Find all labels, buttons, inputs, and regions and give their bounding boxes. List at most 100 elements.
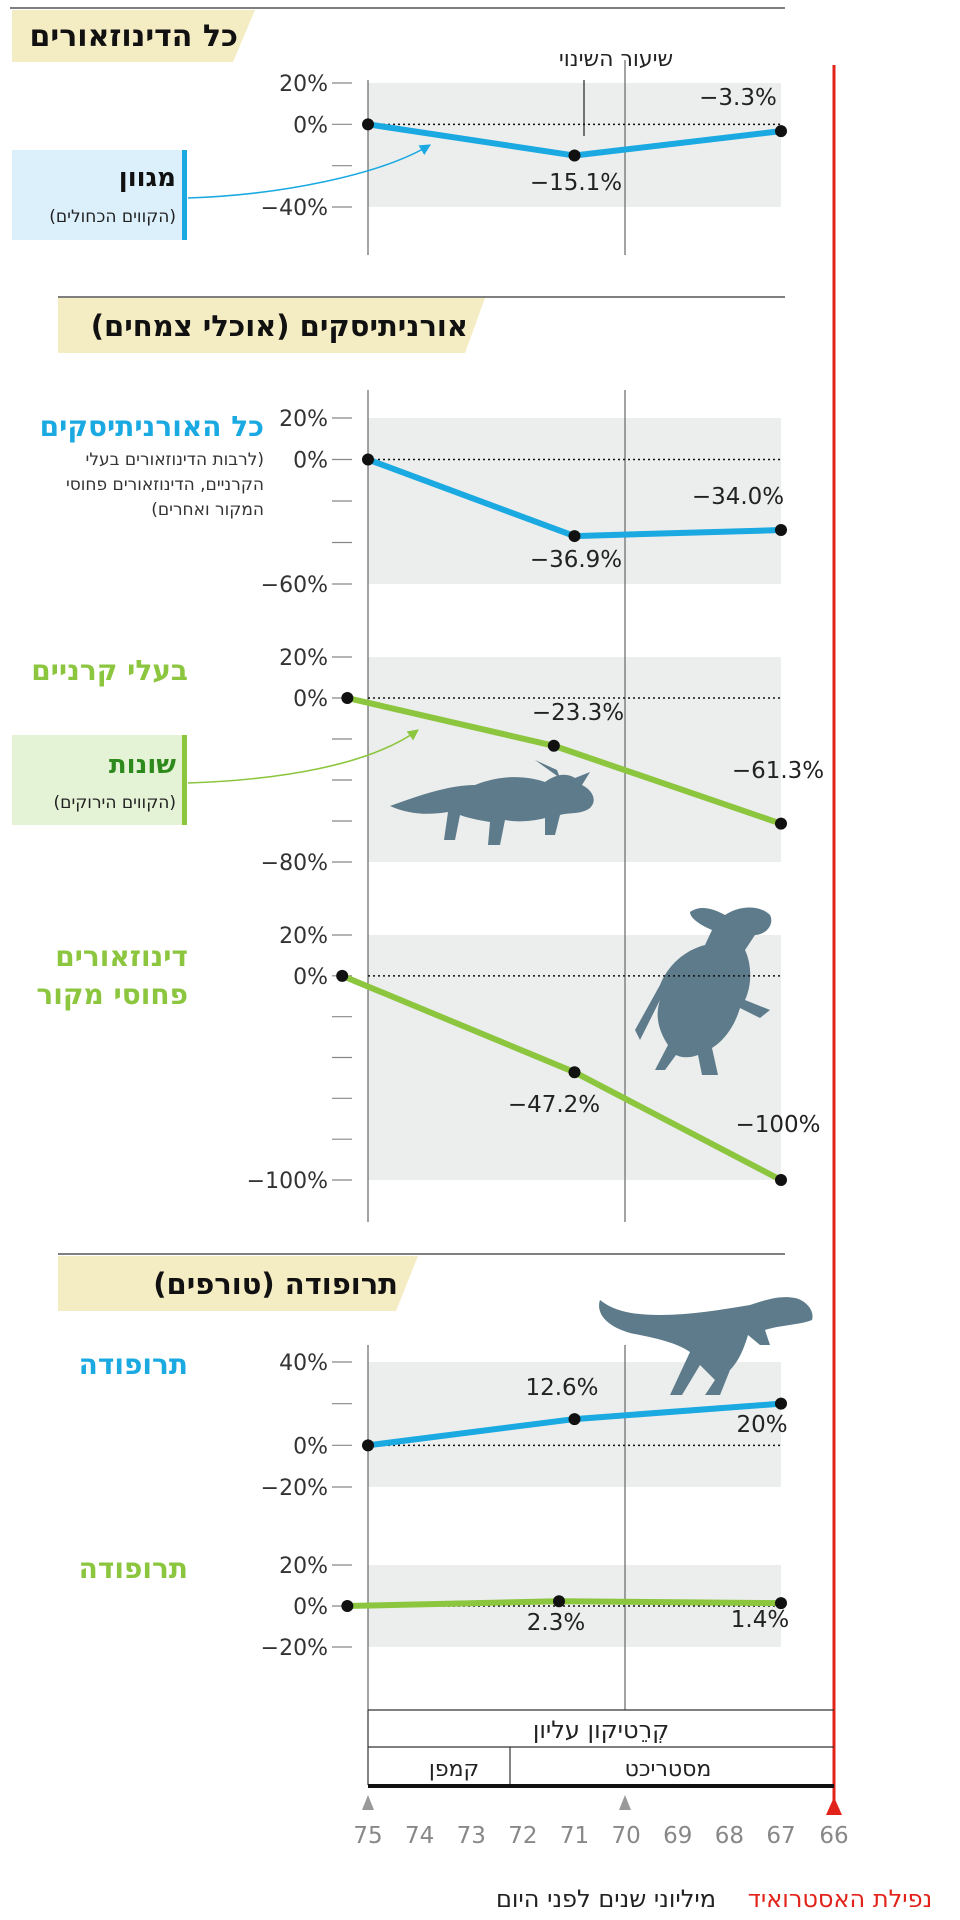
section-header-bg: [58, 298, 485, 353]
panel-label-theropods-green: תרופודה: [79, 1552, 188, 1585]
y-tick-label: 20%: [279, 1554, 328, 1579]
x-tick-label: 66: [819, 1823, 848, 1849]
y-tick-label: 0%: [293, 1434, 328, 1459]
panel-label-hadrosaurs-1: דינוזאורים: [55, 940, 188, 973]
legend-diversity-box: [12, 150, 184, 240]
chart-data-labels: −15.1% −3.3% −36.9% −34.0% −23.3% −61.3% −47.2…: [508, 85, 824, 1636]
data-label: −3.3%: [699, 85, 777, 111]
panel-note-line2: הקרניים, הדינוזאורים פחוסי: [66, 475, 264, 495]
legend-diversity-sub: (הקווים הכחולים): [49, 207, 176, 227]
data-point: [775, 817, 787, 830]
chart-band: [368, 657, 781, 862]
y-tick-label: 40%: [279, 1351, 328, 1376]
asteroid-marker-icon: [826, 1797, 842, 1815]
data-point: [775, 1597, 787, 1610]
legend-diversity-title: מגוון: [119, 163, 176, 193]
section-title-all: כל הדינוזאורים: [30, 19, 239, 54]
y-tick-label: 0%: [293, 449, 328, 474]
data-point: [775, 125, 787, 138]
legend-disparity-title: שונות: [109, 750, 176, 780]
y-tick-label: 0%: [293, 1595, 328, 1620]
panel-label-ceratopsians: בעלי קרניים: [31, 654, 188, 687]
x-tick-label: 75: [353, 1823, 382, 1849]
panel-note-line3: המקור ואחרים): [151, 500, 264, 520]
chart-band: [368, 83, 781, 207]
triceratops-icon: [390, 760, 594, 845]
panel-label-theropods-blue: תרופודה: [79, 1348, 188, 1381]
data-point: [341, 692, 354, 704]
parasaurolophus-icon: [635, 907, 772, 1075]
data-point: [568, 530, 581, 543]
data-point: [775, 524, 787, 537]
stage-maastrichtian: מסטריכט: [625, 1757, 712, 1782]
data-point: [362, 118, 374, 131]
x-tick-label: 67: [766, 1823, 795, 1849]
data-point: [553, 1595, 566, 1608]
data-label: −36.9%: [530, 547, 622, 573]
y-tick-label: 20%: [279, 407, 328, 432]
x-tick-label: 68: [715, 1823, 744, 1849]
legend-disparity-box: [12, 735, 184, 825]
y-tick-label: 20%: [279, 72, 328, 97]
y-tick-label: −100%: [247, 1169, 328, 1194]
chart-band: [368, 418, 781, 584]
data-point: [336, 969, 349, 982]
y-tick-label: 0%: [293, 965, 328, 990]
data-point: [568, 149, 581, 162]
theropod-icon: [599, 1297, 813, 1395]
y-tick-label: 0%: [293, 687, 328, 712]
x-tick-label: 70: [611, 1823, 640, 1849]
data-point: [362, 453, 374, 466]
data-label: 1.4%: [731, 1607, 789, 1633]
chart-points: [336, 118, 787, 1612]
x-tick-label: 73: [457, 1823, 486, 1849]
panel-note-line1: (לרבות הדינוזאורים בעלי: [86, 450, 264, 470]
y-tick-label: −40%: [261, 196, 328, 221]
y-tick-label: 0%: [293, 113, 328, 138]
data-label: −34.0%: [692, 484, 784, 510]
data-point: [775, 1397, 787, 1410]
data-label: 20%: [736, 1412, 787, 1438]
panel-label-hadrosaurs-2: פחוסי מקור: [36, 978, 188, 1011]
triangle-marker-icon: [362, 1795, 374, 1810]
y-tick-label: −20%: [261, 1476, 328, 1501]
asteroid-label: נפילת האסטרואיד: [748, 1885, 932, 1913]
data-label: 2.3%: [527, 1610, 585, 1636]
data-point: [362, 1439, 374, 1452]
legend-disparity-arrow: [187, 729, 419, 784]
x-axis-label: מיליוני שנים לפני היום: [496, 1885, 716, 1913]
x-tick-label: 74: [405, 1823, 434, 1849]
section-title-theropods: תרופודה (טורפים): [153, 1267, 398, 1301]
legend-disparity-sub: (הקווים הירוקים): [54, 793, 176, 813]
timeline: קְרֵטיקון עליון קמפן מסטריכט 75 74 73 72 71 7…: [353, 1709, 932, 1913]
section-title-ornithischians: אורניתיסקים (אוכלי צמחים): [91, 309, 468, 343]
stage-campanian: קמפן: [429, 1757, 479, 1782]
x-tick-label: 69: [663, 1823, 692, 1849]
data-label: −61.3%: [732, 758, 824, 784]
section-header-bg: [58, 1256, 418, 1311]
x-tick-label: 71: [560, 1823, 589, 1849]
data-label: −23.3%: [532, 700, 624, 726]
y-tick-label: 20%: [279, 646, 328, 671]
data-label: −47.2%: [508, 1092, 600, 1118]
triangle-marker-icon: [619, 1795, 631, 1810]
section-header-bg: [12, 10, 255, 62]
data-point: [341, 1600, 354, 1612]
data-label: 12.6%: [525, 1375, 598, 1401]
y-tick-label: −80%: [261, 851, 328, 876]
data-point: [547, 739, 560, 752]
y-tick-label: 20%: [279, 924, 328, 949]
period-label: קְרֵטיקון עליון: [533, 1716, 669, 1744]
legend-diversity-arrow: [187, 144, 431, 199]
data-label: −100%: [735, 1112, 820, 1138]
rate-of-change-label: שיעור השינוי: [559, 47, 673, 72]
y-tick-label: −60%: [261, 573, 328, 598]
data-point: [775, 1174, 787, 1186]
x-tick-label: 72: [508, 1823, 537, 1849]
y-tick-label: −20%: [261, 1636, 328, 1661]
data-point: [568, 1413, 581, 1426]
data-point: [568, 1066, 581, 1079]
data-label: −15.1%: [530, 170, 622, 196]
panel-label-all-ornithischians: כל האורניתיסקים: [40, 410, 264, 443]
